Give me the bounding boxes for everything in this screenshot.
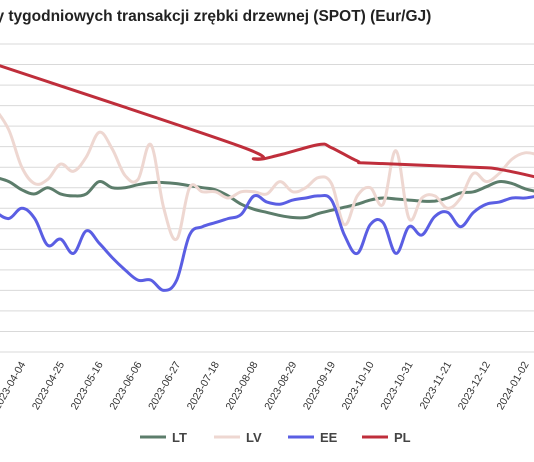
x-tick-label: 2023-04-25: [30, 359, 67, 412]
x-tick-label: 2023-06-06: [107, 359, 144, 412]
x-tick-label: 2023-07-18: [185, 359, 222, 412]
legend-label-pl: PL: [394, 430, 411, 445]
x-tick-label: 2023-08-29: [262, 359, 299, 412]
gridlines: [0, 43, 534, 353]
legend-label-ee: EE: [320, 430, 338, 445]
x-tick-label: 2023-06-27: [146, 359, 183, 412]
x-tick-label: 2023-10-10: [340, 359, 377, 412]
chart-title: ny tygodniowych transakcji zrębki drzewn…: [0, 8, 432, 25]
legend: LT LV EE PL: [140, 430, 411, 445]
x-tick-label: 2023-12-12: [456, 359, 493, 412]
x-tick-label: 2023-04-04: [0, 359, 28, 412]
series-line-ee: [0, 193, 534, 292]
series-lines: [0, 64, 534, 292]
x-tick-label: 2023-05-16: [69, 359, 106, 412]
x-tick-label: 2024-01-02: [494, 359, 531, 412]
legend-label-lt: LT: [172, 430, 187, 445]
legend-label-lv: LV: [246, 430, 262, 445]
x-tick-label: 2023-08-08: [223, 359, 260, 412]
series-line-pl: [0, 64, 534, 179]
x-tick-label: 2023-11-21: [417, 359, 454, 411]
x-tick-label: 2023-10-31: [378, 359, 415, 412]
series-line-lt: [0, 177, 534, 220]
x-axis-tick-labels: 2023-04-04 2023-04-25 2023-05-16 2023-06-06…: [0, 359, 532, 412]
series-line-lv: [0, 112, 534, 242]
x-tick-label: 2023-09-19: [301, 359, 338, 412]
